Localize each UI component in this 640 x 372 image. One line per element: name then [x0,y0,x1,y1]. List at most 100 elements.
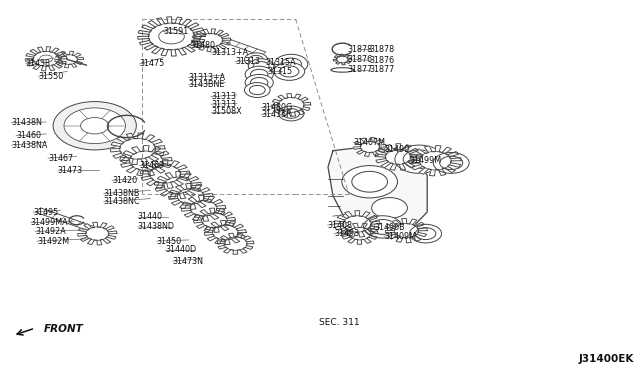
Circle shape [372,198,407,218]
Text: 31877: 31877 [348,65,372,74]
Circle shape [244,53,268,66]
Text: 31591: 31591 [163,27,188,36]
Circle shape [250,69,268,80]
Circle shape [278,106,304,121]
Polygon shape [154,171,202,199]
Circle shape [370,219,396,234]
Text: 31450: 31450 [157,237,182,246]
Polygon shape [334,211,380,237]
Text: 31473N: 31473N [173,257,204,266]
Text: 31499M: 31499M [410,156,442,165]
Text: 31313+A: 31313+A [189,73,226,82]
Text: 31876: 31876 [370,56,395,65]
Polygon shape [341,223,378,244]
Text: 31492A: 31492A [35,227,66,236]
Polygon shape [25,46,67,71]
Circle shape [274,62,305,80]
Circle shape [40,55,52,62]
Circle shape [250,86,265,94]
Text: 31460: 31460 [16,131,41,140]
Text: 31407M: 31407M [353,138,385,147]
Circle shape [245,74,273,91]
Text: 31438NA: 31438NA [12,141,48,150]
Polygon shape [328,147,428,232]
Text: 31438NC: 31438NC [104,197,140,206]
Circle shape [395,145,444,173]
Text: FRONT: FRONT [44,324,83,334]
Polygon shape [333,54,351,65]
Text: SEC. 311: SEC. 311 [319,318,359,327]
Polygon shape [409,145,461,176]
Text: 31508X: 31508X [211,107,242,116]
Polygon shape [218,233,254,254]
Text: 31878: 31878 [348,45,372,54]
Text: 31475: 31475 [140,60,164,68]
Polygon shape [110,133,165,165]
Circle shape [250,77,268,88]
Circle shape [281,58,301,70]
Text: 31438ND: 31438ND [138,222,175,231]
Ellipse shape [331,68,354,72]
Circle shape [244,83,270,97]
Text: 31313: 31313 [211,92,236,101]
Polygon shape [385,218,428,243]
Text: 31473: 31473 [58,166,83,175]
Polygon shape [181,195,226,221]
Text: 31495: 31495 [33,208,58,217]
Text: 31313: 31313 [236,57,260,66]
Text: 31420: 31420 [112,176,137,185]
Text: 31876: 31876 [348,55,372,64]
Circle shape [364,216,402,238]
Text: 31493: 31493 [334,229,359,238]
Circle shape [53,102,136,150]
Polygon shape [168,183,213,209]
Text: 31315: 31315 [268,67,292,76]
Text: 31467: 31467 [48,154,73,163]
Circle shape [440,156,463,170]
Text: 31313: 31313 [211,100,236,109]
Text: 31877: 31877 [370,65,395,74]
Circle shape [253,62,269,71]
Text: 31480G: 31480G [261,103,292,112]
Text: 31438: 31438 [26,59,51,68]
Text: 31435R: 31435R [261,110,292,119]
Text: 31490: 31490 [384,145,409,154]
Text: 31492M: 31492M [37,237,69,246]
Circle shape [64,108,125,144]
Polygon shape [120,145,172,176]
Polygon shape [140,160,190,188]
Circle shape [415,228,436,240]
Text: 31878: 31878 [370,45,395,54]
Circle shape [410,224,442,243]
Text: 31438NB: 31438NB [104,189,140,198]
Circle shape [245,66,273,83]
Text: 31440D: 31440D [165,246,196,254]
Text: 31499MA: 31499MA [31,218,68,227]
Polygon shape [204,220,246,245]
Text: 31313+A: 31313+A [211,48,248,57]
Circle shape [81,118,109,134]
Text: 31550: 31550 [38,72,63,81]
Text: 31469: 31469 [140,161,164,170]
Circle shape [352,171,388,192]
Circle shape [280,66,299,77]
Circle shape [403,150,435,169]
Circle shape [159,29,184,44]
Text: 31480: 31480 [191,41,216,50]
Circle shape [248,59,274,74]
Polygon shape [193,208,236,232]
Polygon shape [272,93,311,116]
Circle shape [275,54,308,74]
Polygon shape [55,51,83,68]
Text: 31409M: 31409M [384,232,416,241]
Polygon shape [191,29,231,52]
Text: J31400EK: J31400EK [578,354,634,364]
Polygon shape [375,144,421,170]
Circle shape [249,55,263,64]
Text: 31408: 31408 [328,221,353,230]
Text: 31440: 31440 [138,212,163,221]
Polygon shape [77,222,117,245]
Polygon shape [354,138,386,156]
Text: 3143BNE: 3143BNE [189,80,225,89]
Polygon shape [138,17,205,56]
